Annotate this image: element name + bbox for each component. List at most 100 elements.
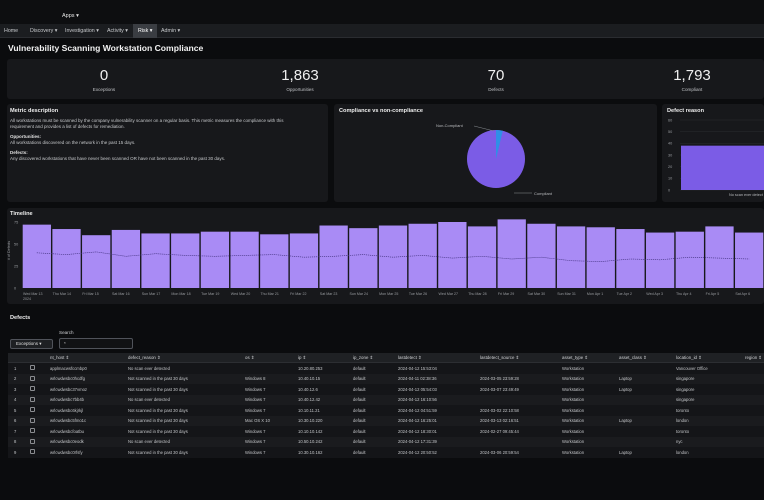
nav-home[interactable]: Home [4, 28, 19, 34]
timeline-bar[interactable] [141, 233, 170, 288]
timeline-bar[interactable] [556, 226, 586, 288]
col-asset-class[interactable]: asset_class ⇕ [619, 355, 647, 360]
col-defect-reason[interactable]: defect_reason ⇕ [128, 355, 161, 360]
row-checkbox[interactable] [30, 396, 35, 402]
timeline-bar[interactable] [645, 232, 675, 288]
row-number: 2 [14, 376, 17, 381]
timeline-bar[interactable] [82, 235, 111, 288]
timeline-xtick: Tue Mar 26 [409, 292, 427, 296]
timeline-bar[interactable] [319, 225, 348, 288]
row-checkbox[interactable] [30, 428, 35, 433]
nav-discovery[interactable]: Discovery ▾ [30, 28, 58, 34]
timeline-xtick: Wed Mar 27 [439, 292, 459, 296]
table-row[interactable]: 7 wrlcwdwsbcfoatbu Not scanned in the past… [8, 426, 764, 437]
cell-os: Mac OS X 10 [245, 418, 270, 423]
cell-ip-zone: default [353, 386, 366, 392]
timeline-bar[interactable] [497, 219, 526, 288]
timeline-xtick: Fri Mar 29 [498, 292, 514, 296]
table-row[interactable]: 9 wrlcwdwsbc0rfsfy Not scanned in the past… [8, 447, 764, 458]
timeline-bar[interactable] [527, 223, 556, 288]
timeline-title: Timeline [10, 211, 33, 217]
table-row[interactable]: 5 wrlcwdwsbc6kjrkjl Not scanned in the pas… [8, 405, 764, 416]
timeline-bar[interactable] [735, 232, 764, 288]
timeline-bar[interactable] [171, 233, 200, 288]
timeline-bar[interactable] [408, 223, 437, 288]
timeline-xtick: Fri Mar 15 [82, 292, 98, 296]
pie-slice-non-compliant[interactable] [496, 130, 503, 159]
nav-admin[interactable]: Admin ▾ [161, 28, 181, 34]
col-asset-type[interactable]: asset_type ⇕ [562, 355, 589, 360]
row-checkbox[interactable] [30, 365, 35, 370]
nav-activity[interactable]: Activity ▾ [107, 28, 128, 34]
cell-defect-reason: Not scanned in the past 30 days [128, 386, 188, 392]
cell-lastdetect-source: 2024-03-07 23:49:49 [480, 386, 519, 392]
timeline-bar[interactable] [467, 226, 497, 288]
nav-risk[interactable]: Risk ▾ [133, 24, 158, 38]
exceptions-dropdown[interactable]: Exceptions ▾ [10, 339, 53, 349]
table-row[interactable]: 8 wrlcwdwsbc0eodk No scan ever detected Win… [8, 436, 764, 447]
timeline-bar[interactable] [438, 222, 467, 288]
timeline-bar[interactable] [289, 233, 319, 288]
col-ip[interactable]: ip ⇕ [298, 355, 307, 360]
timeline-xtick: Thu Apr 4 [676, 292, 692, 296]
row-checkbox[interactable] [30, 438, 35, 444]
cell-lastdetect-source: 2024-03-13 02:16:51 [480, 418, 519, 423]
timeline-bar[interactable] [22, 224, 51, 288]
table-row[interactable]: 6 wrlcwdwsbc5fmo1c Not scanned in the past… [8, 415, 764, 426]
table-row[interactable]: 4 wrlcwdwsbc7bb4b No scan ever detected Win… [8, 394, 764, 405]
opportunities-text: All workstations discovered on the netwo… [10, 140, 136, 145]
timeline-bar[interactable] [349, 228, 378, 288]
cell-lastdetect: 2024-04-12 15:53:04 [398, 365, 437, 371]
table-row[interactable]: 2 wrlcwdwsbc0hcdfg Not scanned in the past… [8, 373, 764, 384]
cell-ip: 10.30.10.162 [298, 449, 323, 455]
timeline-bar[interactable] [260, 234, 289, 288]
cell-ip: 10.10.11.21 [298, 407, 320, 413]
nav-investigation[interactable]: Investigation ▾ [65, 28, 99, 34]
table-row[interactable]: 1 applmacwsfccmbp0 No scan ever detected 10… [8, 363, 764, 374]
compliance-chart-title: Compliance vs non-compliance [339, 108, 423, 114]
cell-lastdetect: 2024-04-12 05:54:03 [398, 386, 437, 392]
search-input[interactable]: * [59, 338, 133, 349]
metric-description-panel: Metric description All workstations must… [7, 104, 328, 202]
cell-nt-host: wrlcwdwsbc6kjrkjl [50, 407, 84, 413]
table-row[interactable]: 3 wrlcwdwsbc37vmoz Not scanned in the past… [8, 384, 764, 395]
row-checkbox[interactable] [30, 407, 35, 412]
row-number: 7 [14, 428, 17, 434]
col-os[interactable]: os ⇕ [245, 355, 255, 360]
cell-asset-class: Laptop [619, 449, 632, 455]
row-checkbox[interactable] [30, 417, 35, 423]
cell-location-id: Vancouver Office [676, 365, 708, 371]
timeline-bar[interactable] [675, 231, 704, 288]
defect-reason-bar[interactable] [681, 145, 764, 190]
row-checkbox[interactable] [30, 449, 35, 454]
kpi-exceptions-value: 0 [99, 67, 109, 84]
kpi-defects-value: 70 [487, 67, 505, 84]
defect-reason-chart: 0 10 20 30 40 50 60 [668, 118, 764, 192]
timeline-bar[interactable] [230, 231, 259, 288]
kpi-opportunities-label: Opportunities [286, 87, 314, 92]
timeline-bar[interactable] [111, 229, 141, 288]
row-checkbox[interactable] [30, 375, 35, 381]
col-lastdetect-source[interactable]: lastdetect_source ⇕ [480, 355, 520, 360]
timeline-bar[interactable] [52, 229, 81, 288]
col-lastdetect[interactable]: lastdetect ⇕ [398, 355, 422, 360]
cell-ip: 10.40.12.6 [298, 386, 318, 392]
col-nt-host[interactable]: nt_host ⇕ [50, 355, 70, 360]
row-number: 9 [14, 449, 17, 455]
timeline-xtick: Sat Mar 30 [528, 292, 546, 296]
cell-location-id: london [676, 449, 689, 455]
apps-menu[interactable]: Apps ▾ [62, 13, 79, 19]
timeline-bar[interactable] [586, 227, 615, 288]
row-checkbox[interactable] [30, 386, 35, 391]
timeline-ylabel: # of Defects [7, 241, 11, 260]
col-region[interactable]: region ⇕ [745, 355, 763, 360]
timeline-bar[interactable] [200, 231, 230, 288]
col-ip-zone[interactable]: ip_zone ⇕ [353, 355, 374, 360]
top-bar: Apps ▾ [0, 0, 764, 24]
timeline-bar[interactable] [705, 226, 734, 288]
col-location-id[interactable]: location_id ⇕ [676, 355, 702, 360]
timeline-bar[interactable] [616, 229, 645, 288]
kpi-compliant-label: Compliant [681, 87, 703, 92]
defect-reason-ytick: 10 [668, 177, 672, 181]
nav-bar: Home Discovery ▾ Investigation ▾ Activit… [0, 24, 764, 38]
